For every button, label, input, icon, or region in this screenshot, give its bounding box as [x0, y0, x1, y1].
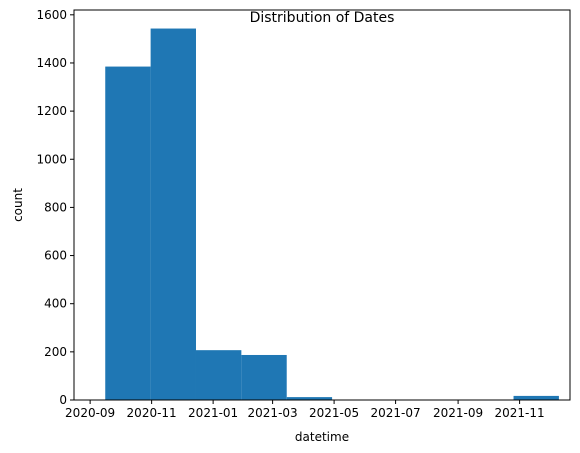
histogram-bar-3 — [195, 350, 242, 400]
x-tick-label: 2021-07 — [371, 406, 421, 420]
y-tick-label: 800 — [44, 200, 67, 214]
histogram-bar-5 — [286, 397, 333, 400]
y-tick-label: 1000 — [36, 152, 67, 166]
histogram-bar-10 — [513, 395, 559, 400]
x-axis-label: datetime — [295, 430, 349, 444]
y-tick-label: 600 — [44, 249, 67, 263]
y-tick-label: 1200 — [36, 104, 67, 118]
x-tick-label: 2021-09 — [433, 406, 483, 420]
histogram-bar-4 — [241, 354, 287, 400]
histogram-bar-2 — [150, 28, 196, 400]
x-tick-label: 2021-05 — [309, 406, 359, 420]
bars-group — [105, 28, 559, 400]
y-axis: 0 200 400 600 800 1000 1200 1400 1600 — [36, 8, 74, 407]
x-tick-label: 2021-11 — [495, 406, 545, 420]
x-tick-label: 2021-01 — [188, 406, 238, 420]
y-axis-label: count — [11, 188, 25, 222]
x-tick-label: 2021-03 — [248, 406, 298, 420]
x-axis: 2020-09 2020-11 2021-01 2021-03 2021-05 2021-… — [65, 400, 545, 420]
y-tick-label: 200 — [44, 345, 67, 359]
y-tick-label: 1600 — [36, 8, 67, 22]
chart-title: Distribution of Dates — [250, 10, 395, 26]
y-tick-label: 0 — [59, 393, 67, 407]
y-tick-label: 400 — [44, 297, 67, 311]
x-tick-label: 2020-11 — [127, 406, 177, 420]
histogram-bar-1 — [105, 66, 151, 400]
y-tick-label: 1400 — [36, 56, 67, 70]
plot-frame — [73, 9, 571, 401]
x-tick-label: 2020-09 — [65, 406, 115, 420]
